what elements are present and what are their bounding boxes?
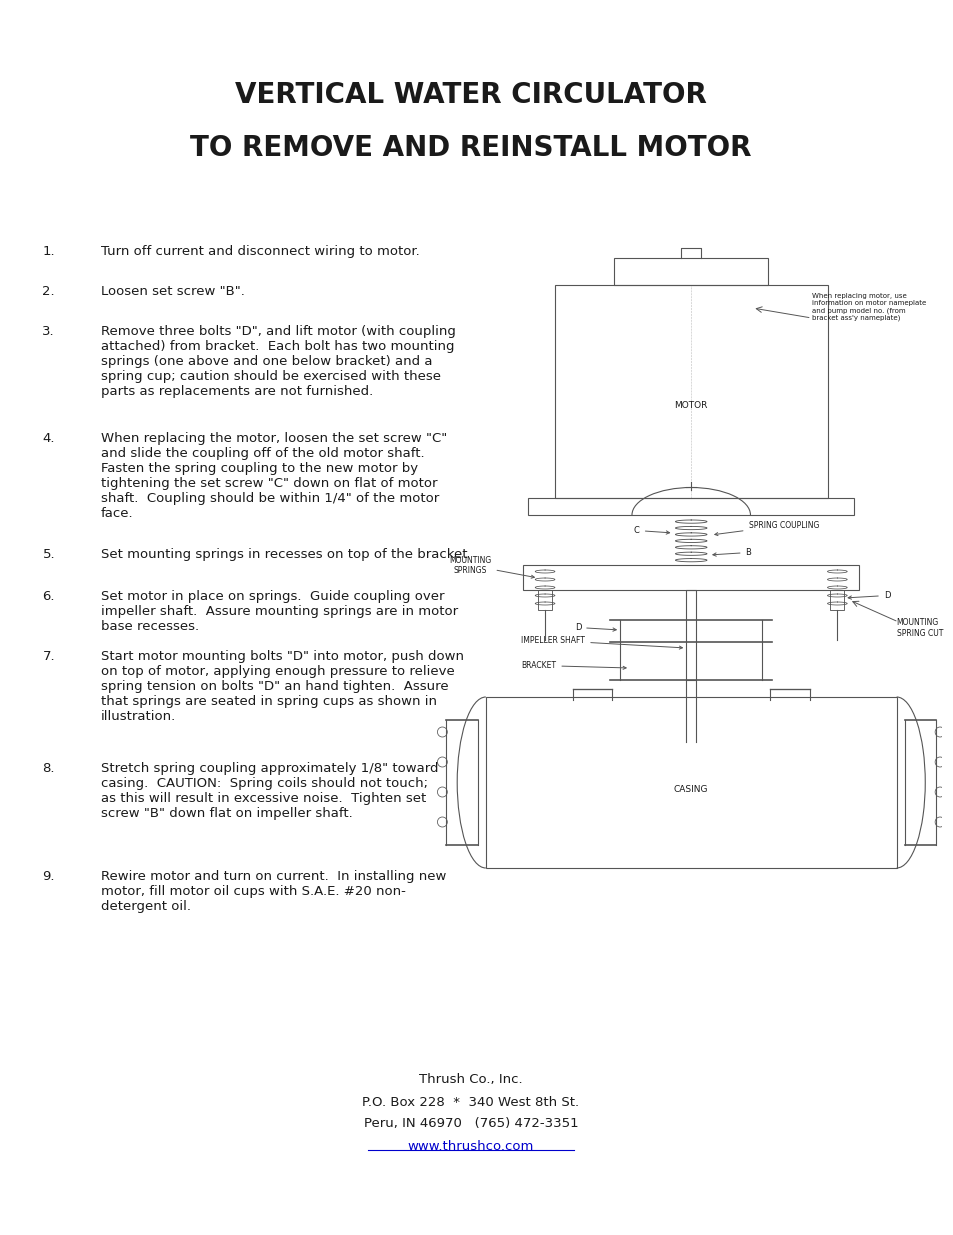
Text: 9.: 9. bbox=[43, 869, 55, 883]
Bar bbox=[555, 285, 826, 498]
Text: 4.: 4. bbox=[43, 432, 55, 445]
Bar bbox=[537, 590, 552, 610]
Text: 2.: 2. bbox=[43, 285, 55, 298]
Text: MOTOR: MOTOR bbox=[674, 400, 707, 410]
Text: 1.: 1. bbox=[43, 245, 55, 258]
Text: 8.: 8. bbox=[43, 762, 55, 776]
Text: D: D bbox=[847, 592, 889, 600]
Text: BRACKET: BRACKET bbox=[521, 661, 625, 671]
Bar bbox=[685, 590, 696, 680]
Text: When replacing the motor, loosen the set screw "C"
and slide the coupling off of: When replacing the motor, loosen the set… bbox=[101, 432, 447, 520]
Text: 6.: 6. bbox=[43, 590, 55, 603]
Text: D: D bbox=[574, 622, 616, 632]
Text: C: C bbox=[634, 526, 669, 535]
Text: 3.: 3. bbox=[43, 325, 55, 338]
Text: www.thrushco.com: www.thrushco.com bbox=[408, 1140, 534, 1152]
Text: Peru, IN 46970   (765) 472-3351: Peru, IN 46970 (765) 472-3351 bbox=[363, 1118, 578, 1130]
Bar bbox=[614, 258, 767, 285]
Text: 5.: 5. bbox=[43, 548, 55, 561]
Text: IMPELLER SHAFT: IMPELLER SHAFT bbox=[521, 636, 681, 650]
Bar bbox=[523, 564, 859, 590]
Text: P.O. Box 228  *  340 West 8th St.: P.O. Box 228 * 340 West 8th St. bbox=[362, 1095, 579, 1109]
Text: Rewire motor and turn on current.  In installing new
motor, fill motor oil cups : Rewire motor and turn on current. In ins… bbox=[101, 869, 446, 913]
Text: Set mounting springs in recesses on top of the bracket: Set mounting springs in recesses on top … bbox=[101, 548, 467, 561]
Text: TO REMOVE AND REINSTALL MOTOR: TO REMOVE AND REINSTALL MOTOR bbox=[190, 135, 751, 162]
Text: VERTICAL WATER CIRCULATOR: VERTICAL WATER CIRCULATOR bbox=[234, 82, 706, 109]
Text: B: B bbox=[712, 548, 751, 557]
Bar bbox=[830, 590, 843, 610]
Text: Start motor mounting bolts "D" into motor, push down
on top of motor, applying e: Start motor mounting bolts "D" into moto… bbox=[101, 650, 463, 722]
Bar bbox=[485, 697, 896, 868]
Text: Remove three bolts "D", and lift motor (with coupling
attached) from bracket.  E: Remove three bolts "D", and lift motor (… bbox=[101, 325, 456, 398]
Bar bbox=[528, 498, 853, 515]
Text: SPRING COUPLING: SPRING COUPLING bbox=[714, 521, 818, 536]
Text: Loosen set screw "B".: Loosen set screw "B". bbox=[101, 285, 244, 298]
Text: Thrush Co., Inc.: Thrush Co., Inc. bbox=[418, 1073, 522, 1087]
Text: CASING: CASING bbox=[673, 785, 708, 794]
Text: Set motor in place on springs.  Guide coupling over
impeller shaft.  Assure moun: Set motor in place on springs. Guide cou… bbox=[101, 590, 457, 634]
Text: MOUNTING
SPRINGS: MOUNTING SPRINGS bbox=[449, 556, 534, 578]
Text: When replacing motor, use
information on motor nameplate
and pump model no. (fro: When replacing motor, use information on… bbox=[811, 293, 925, 321]
Text: Stretch spring coupling approximately 1/8" toward
casing.  CAUTION:  Spring coil: Stretch spring coupling approximately 1/… bbox=[101, 762, 437, 820]
Text: 7.: 7. bbox=[43, 650, 55, 663]
Text: MOUNTING
SPRING CUT: MOUNTING SPRING CUT bbox=[896, 619, 942, 637]
Text: Turn off current and disconnect wiring to motor.: Turn off current and disconnect wiring t… bbox=[101, 245, 419, 258]
